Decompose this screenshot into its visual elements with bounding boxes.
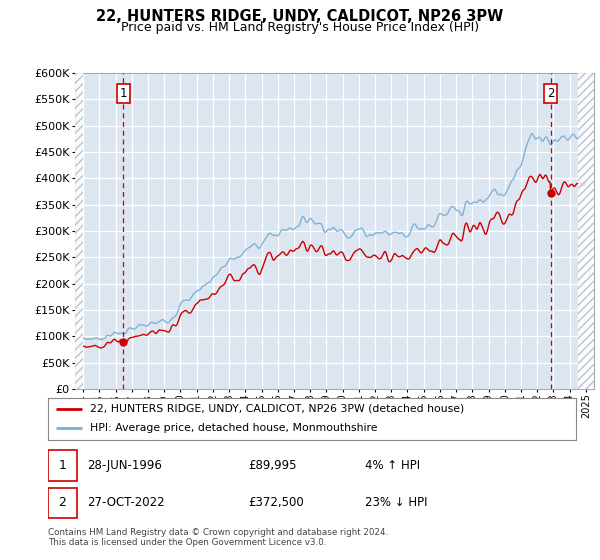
Text: 22, HUNTERS RIDGE, UNDY, CALDICOT, NP26 3PW (detached house): 22, HUNTERS RIDGE, UNDY, CALDICOT, NP26 …	[90, 404, 464, 414]
Text: 23% ↓ HPI: 23% ↓ HPI	[365, 496, 427, 510]
Text: 2: 2	[547, 87, 554, 100]
Text: 1: 1	[120, 87, 127, 100]
Text: 22, HUNTERS RIDGE, UNDY, CALDICOT, NP26 3PW: 22, HUNTERS RIDGE, UNDY, CALDICOT, NP26 …	[97, 9, 503, 24]
Text: 4% ↑ HPI: 4% ↑ HPI	[365, 459, 420, 472]
Bar	[48, 450, 77, 480]
Text: 27-OCT-2022: 27-OCT-2022	[88, 496, 165, 510]
Text: 1: 1	[59, 459, 67, 472]
Text: Contains HM Land Registry data © Crown copyright and database right 2024.
This d: Contains HM Land Registry data © Crown c…	[48, 528, 388, 547]
Text: £372,500: £372,500	[248, 496, 304, 510]
Text: 2: 2	[59, 496, 67, 510]
Text: £89,995: £89,995	[248, 459, 297, 472]
Text: Price paid vs. HM Land Registry's House Price Index (HPI): Price paid vs. HM Land Registry's House …	[121, 21, 479, 34]
Text: HPI: Average price, detached house, Monmouthshire: HPI: Average price, detached house, Monm…	[90, 423, 378, 433]
Bar	[578, 73, 594, 389]
Text: 28-JUN-1996: 28-JUN-1996	[88, 459, 163, 472]
Bar	[75, 73, 83, 389]
Bar	[48, 488, 77, 518]
